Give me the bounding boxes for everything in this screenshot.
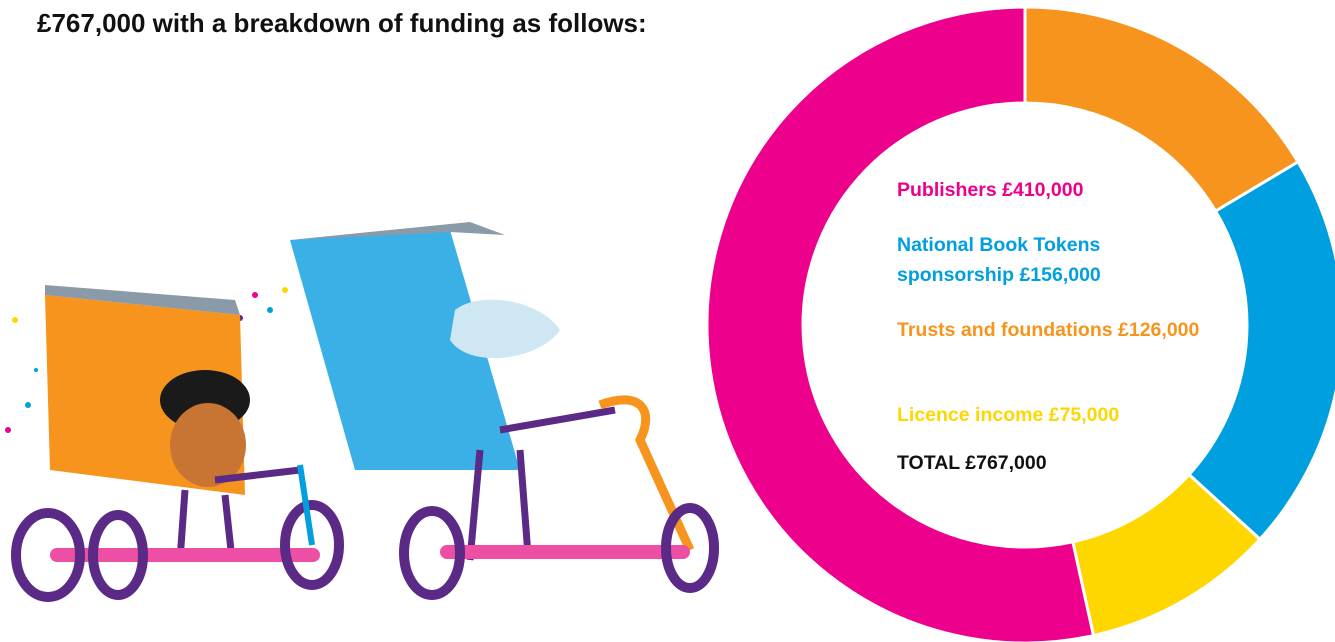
value-label: £410,000 bbox=[1002, 179, 1083, 201]
legend-label: Trusts and foundations bbox=[897, 319, 1113, 341]
page: {"chart_data": {"type": "donut", "title"… bbox=[0, 0, 1335, 642]
legend-entry: Publishers £410,000 bbox=[897, 175, 1202, 205]
value-label: £75,000 bbox=[1049, 404, 1120, 426]
legend-label: Publishers bbox=[897, 179, 997, 201]
value-label: £126,000 bbox=[1118, 319, 1199, 341]
total: TOTAL £767,000 bbox=[897, 452, 1047, 475]
donut-slice bbox=[1189, 162, 1335, 539]
legend-label: Licence income bbox=[897, 404, 1043, 426]
legend-entry: Trusts and foundations £126,000 bbox=[897, 315, 1202, 345]
legend-entry: Licence income £75,000 bbox=[897, 400, 1202, 430]
value-label: £156,000 bbox=[1019, 264, 1100, 286]
legend-entry: National Book Tokens sponsorship £156,00… bbox=[897, 230, 1202, 290]
